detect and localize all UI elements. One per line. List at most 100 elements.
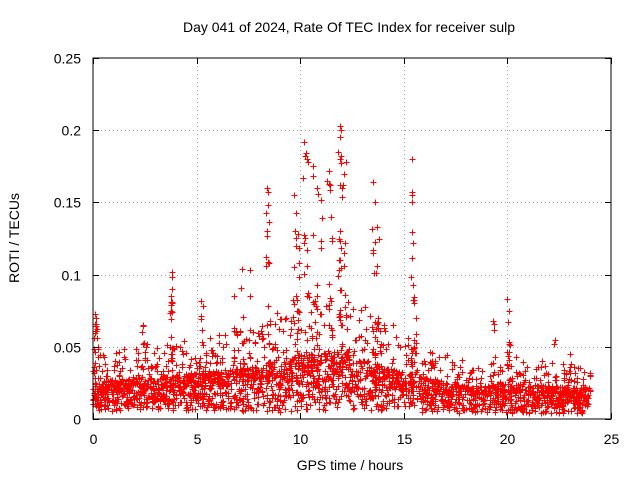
- data-point: [380, 369, 387, 376]
- data-point: [214, 353, 221, 360]
- data-point: [290, 314, 297, 321]
- data-point: [305, 290, 312, 297]
- data-point: [308, 363, 315, 370]
- data-point: [184, 404, 191, 411]
- data-point: [284, 379, 291, 386]
- data-point: [210, 370, 217, 377]
- data-point: [181, 338, 188, 345]
- data-point: [423, 406, 430, 413]
- data-point: [410, 240, 417, 247]
- data-point: [179, 348, 186, 355]
- data-point: [552, 337, 559, 344]
- data-point: [260, 393, 267, 400]
- data-point: [169, 274, 176, 281]
- data-point: [504, 296, 511, 303]
- data-point: [170, 407, 177, 414]
- data-point: [390, 356, 397, 363]
- data-point: [154, 393, 161, 400]
- data-point: [248, 381, 255, 388]
- data-point: [442, 354, 449, 361]
- data-point: [208, 377, 215, 384]
- data-point: [196, 359, 203, 366]
- data-point: [314, 282, 321, 289]
- data-point: [506, 391, 513, 398]
- data-point: [292, 228, 299, 235]
- data-point: [427, 401, 434, 408]
- data-point: [444, 381, 451, 388]
- data-point: [572, 398, 579, 405]
- data-point: [295, 308, 302, 315]
- data-point: [365, 358, 372, 365]
- data-point: [182, 383, 189, 390]
- data-point: [169, 351, 176, 358]
- data-point: [342, 304, 349, 311]
- data-point: [393, 334, 400, 341]
- data-point: [374, 224, 381, 231]
- data-point: [419, 405, 426, 412]
- data-point: [324, 178, 331, 185]
- data-point: [296, 245, 303, 252]
- data-point: [203, 359, 210, 366]
- data-point: [492, 395, 499, 402]
- data-point: [337, 313, 344, 320]
- data-point: [186, 376, 193, 383]
- data-point: [96, 407, 103, 414]
- data-point: [345, 299, 352, 306]
- data-point: [225, 393, 232, 400]
- data-point: [291, 320, 298, 327]
- data-point: [323, 353, 330, 360]
- data-point: [382, 392, 389, 399]
- data-point: [255, 401, 262, 408]
- data-point: [246, 337, 253, 344]
- data-point: [177, 344, 184, 351]
- data-point: [561, 377, 568, 384]
- data-point: [506, 357, 513, 364]
- axis-ticks: [93, 58, 612, 420]
- data-point: [280, 370, 287, 377]
- data-point: [386, 398, 393, 405]
- data-point: [154, 361, 161, 368]
- data-point: [363, 326, 370, 333]
- data-point: [413, 331, 420, 338]
- data-point: [296, 260, 303, 267]
- data-point: [295, 326, 302, 333]
- data-point: [505, 319, 512, 326]
- data-point: [157, 376, 164, 383]
- data-point: [420, 371, 427, 378]
- data-point: [133, 390, 140, 397]
- data-point: [113, 350, 120, 357]
- data-point: [330, 354, 337, 361]
- data-point: [517, 381, 524, 388]
- data-point: [93, 328, 100, 335]
- data-point: [332, 400, 339, 407]
- data-point: [472, 409, 479, 416]
- data-point: [240, 382, 247, 389]
- data-point: [506, 308, 513, 315]
- data-point: [137, 381, 144, 388]
- data-point: [553, 409, 560, 416]
- data-point: [361, 346, 368, 353]
- data-point: [573, 389, 580, 396]
- data-point: [231, 355, 238, 362]
- data-point: [327, 187, 334, 194]
- data-point: [443, 380, 450, 387]
- data-point: [166, 388, 173, 395]
- data-point: [418, 396, 425, 403]
- data-point: [261, 344, 268, 351]
- data-point: [581, 386, 588, 393]
- data-point: [162, 380, 169, 387]
- data-point: [439, 391, 446, 398]
- data-point: [199, 371, 206, 378]
- data-point: [219, 355, 226, 362]
- data-point: [301, 369, 308, 376]
- data-point: [162, 401, 169, 408]
- data-point: [335, 375, 342, 382]
- data-point: [231, 395, 238, 402]
- data-point: [345, 393, 352, 400]
- data-point: [428, 392, 435, 399]
- data-point: [546, 397, 553, 404]
- data-point: [468, 369, 475, 376]
- data-point: [351, 348, 358, 355]
- data-point: [444, 373, 451, 380]
- data-point: [135, 350, 142, 357]
